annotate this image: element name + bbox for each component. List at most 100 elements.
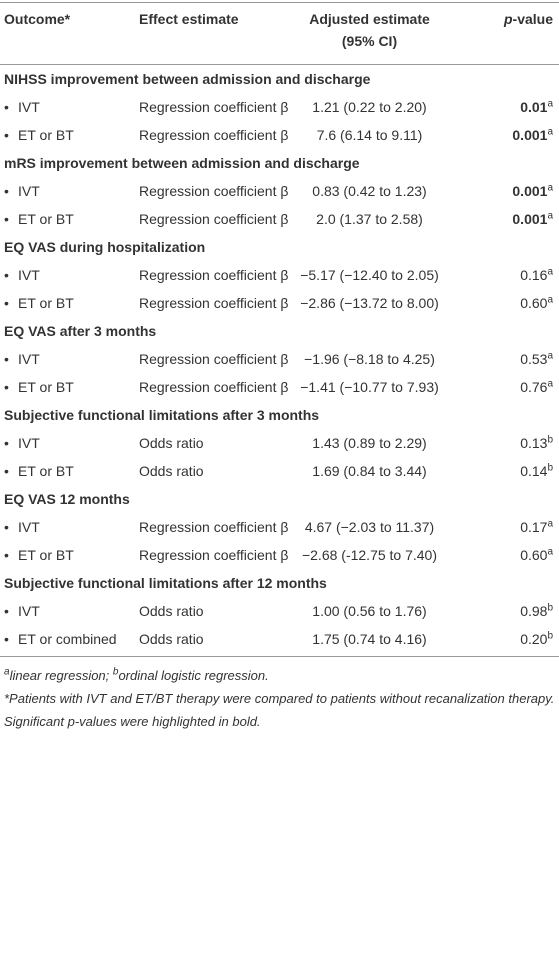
data-row: • IVT Odds ratio 1.43 (0.89 to 2.29) 0.13b bbox=[0, 429, 559, 457]
outcome-cell: • IVT bbox=[0, 513, 135, 541]
outcome-cell: • IVT bbox=[0, 93, 135, 121]
p-value: 0.001 bbox=[512, 183, 548, 199]
p-cell: 0.76a bbox=[445, 373, 559, 401]
p-value: 0.01 bbox=[520, 99, 548, 115]
outcome-cell: • IVT bbox=[0, 597, 135, 625]
p-value: 0.001 bbox=[512, 211, 548, 227]
effect-cell: Odds ratio bbox=[139, 463, 204, 479]
header-text: -value bbox=[512, 11, 553, 27]
effect-cell: Regression coefficient β bbox=[139, 99, 289, 115]
section-row: EQ VAS after 3 months bbox=[0, 317, 559, 345]
outcome: IVT bbox=[18, 99, 40, 115]
header-cell: p-value bbox=[445, 2, 559, 65]
p-cell: 0.16a bbox=[445, 261, 559, 289]
p-superscript: b bbox=[547, 462, 553, 474]
p-value: 0.14 bbox=[520, 463, 548, 479]
data-row: • ET or combined Odds ratio 1.75 (0.74 to 4… bbox=[0, 625, 559, 657]
p-superscript: b bbox=[547, 630, 553, 642]
outcome: ET or BT bbox=[18, 295, 74, 311]
outcome: ET or BT bbox=[18, 379, 74, 395]
data-row: • ET or BT Odds ratio 1.69 (0.84 to 3.44) 0.… bbox=[0, 457, 559, 485]
outcome: IVT bbox=[18, 351, 40, 367]
table-body: NIHSS improvement between admission and … bbox=[0, 65, 559, 657]
section-row: NIHSS improvement between admission and … bbox=[0, 65, 559, 94]
data-row: • ET or BT Regression coefficient β 7.6 (6.… bbox=[0, 121, 559, 149]
p-cell: 0.60a bbox=[445, 541, 559, 569]
p-cell: 0.53a bbox=[445, 345, 559, 373]
estimate-cell: 1.21 (0.22 to 2.20) bbox=[312, 99, 427, 115]
estimate-cell: −1.96 (−8.18 to 4.25) bbox=[304, 351, 435, 367]
effect-cell: Regression coefficient β bbox=[139, 379, 289, 395]
section-row: Subjective functional limitations after … bbox=[0, 569, 559, 597]
header-cell: Adjusted estimate (95% CI) bbox=[293, 2, 445, 65]
outcome-cell: • ET or BT bbox=[0, 289, 135, 317]
footnote-text: Significant p-values were highlighted in… bbox=[4, 714, 261, 729]
estimate-cell: −5.17 (−12.40 to 2.05) bbox=[300, 267, 439, 283]
p-value: 0.13 bbox=[520, 435, 548, 451]
bullet: • bbox=[4, 547, 9, 563]
estimate-cell: 1.43 (0.89 to 2.29) bbox=[312, 435, 427, 451]
footnote-text: ordinal logistic regression. bbox=[118, 668, 269, 683]
p-superscript: a bbox=[547, 546, 553, 558]
outcome: ET or BT bbox=[18, 463, 74, 479]
p-value: 0.60 bbox=[520, 295, 548, 311]
estimate-cell: −2.68 (-12.75 to 7.40) bbox=[301, 547, 438, 563]
data-row: • ET or BT Regression coefficient β −2.86 (… bbox=[0, 289, 559, 317]
p-cell: 0.20b bbox=[445, 625, 559, 657]
bullet: • bbox=[4, 435, 9, 451]
p-superscript: a bbox=[547, 210, 553, 222]
data-row: • IVT Regression coefficient β −5.17 (−12.4… bbox=[0, 261, 559, 289]
estimate-cell: 4.67 (−2.03 to 11.37) bbox=[304, 519, 435, 535]
effect-cell: Regression coefficient β bbox=[139, 547, 289, 563]
bullet: • bbox=[4, 295, 9, 311]
section-row: EQ VAS 12 months bbox=[0, 485, 559, 513]
footnote: alinear regression; bordinal logistic re… bbox=[4, 666, 555, 686]
outcome-cell: • ET or combined bbox=[0, 625, 135, 657]
outcome-cell: • IVT bbox=[0, 429, 135, 457]
data-row: • IVT Regression coefficient β 4.67 (−2.03 … bbox=[0, 513, 559, 541]
effect-cell: Regression coefficient β bbox=[139, 267, 289, 283]
effect-cell: Regression coefficient β bbox=[139, 183, 289, 199]
p-cell: 0.001a bbox=[445, 205, 559, 233]
data-row: • IVT Regression coefficient β 1.21 (0.22 t… bbox=[0, 93, 559, 121]
bullet: • bbox=[4, 379, 9, 395]
footnote-text: *Patients with IVT and ET/BT therapy wer… bbox=[4, 691, 555, 706]
effect-cell: Regression coefficient β bbox=[139, 127, 289, 143]
p-superscript: b bbox=[547, 434, 553, 446]
outcome: IVT bbox=[18, 519, 40, 535]
p-cell: 0.13b bbox=[445, 429, 559, 457]
bullet: • bbox=[4, 267, 9, 283]
bullet: • bbox=[4, 99, 9, 115]
p-value: 0.20 bbox=[520, 631, 548, 647]
p-cell: 0.001a bbox=[445, 177, 559, 205]
estimate-cell: −2.86 (−13.72 to 8.00) bbox=[300, 295, 439, 311]
section-title: NIHSS improvement between admission and … bbox=[4, 71, 371, 87]
bullet: • bbox=[4, 127, 9, 143]
estimate-cell: −1.41 (−10.77 to 7.93) bbox=[300, 379, 439, 395]
outcome: ET or combined bbox=[18, 631, 117, 647]
outcome-cell: • IVT bbox=[0, 345, 135, 373]
bullet: • bbox=[4, 603, 9, 619]
p-cell: 0.98b bbox=[445, 597, 559, 625]
outcome-cell: • IVT bbox=[0, 261, 135, 289]
data-row: • IVT Odds ratio 1.00 (0.56 to 1.76) 0.98b bbox=[0, 597, 559, 625]
bullet: • bbox=[4, 351, 9, 367]
p-value: 0.17 bbox=[520, 519, 548, 535]
data-row: • ET or BT Regression coefficient β −1.41 (… bbox=[0, 373, 559, 401]
header-cell: Effect estimate bbox=[135, 2, 293, 65]
results-table: Outcome* Effect estimate Adjusted estima… bbox=[0, 2, 559, 657]
estimate-cell: 1.69 (0.84 to 3.44) bbox=[312, 463, 427, 479]
estimate-cell: 7.6 (6.14 to 9.11) bbox=[316, 127, 423, 143]
bullet: • bbox=[4, 519, 9, 535]
p-value: 0.001 bbox=[512, 127, 548, 143]
section-row: mRS improvement between admission and di… bbox=[0, 149, 559, 177]
bullet: • bbox=[4, 463, 9, 479]
estimate-cell: 2.0 (1.37 to 2.58) bbox=[316, 211, 423, 227]
estimate-cell: 1.75 (0.74 to 4.16) bbox=[293, 625, 445, 657]
p-cell: 0.001a bbox=[445, 121, 559, 149]
footnotes: alinear regression; bordinal logistic re… bbox=[0, 657, 559, 732]
header-italic: p bbox=[503, 11, 513, 27]
p-value: 0.98 bbox=[520, 603, 548, 619]
outcome-cell: • ET or BT bbox=[0, 457, 135, 485]
